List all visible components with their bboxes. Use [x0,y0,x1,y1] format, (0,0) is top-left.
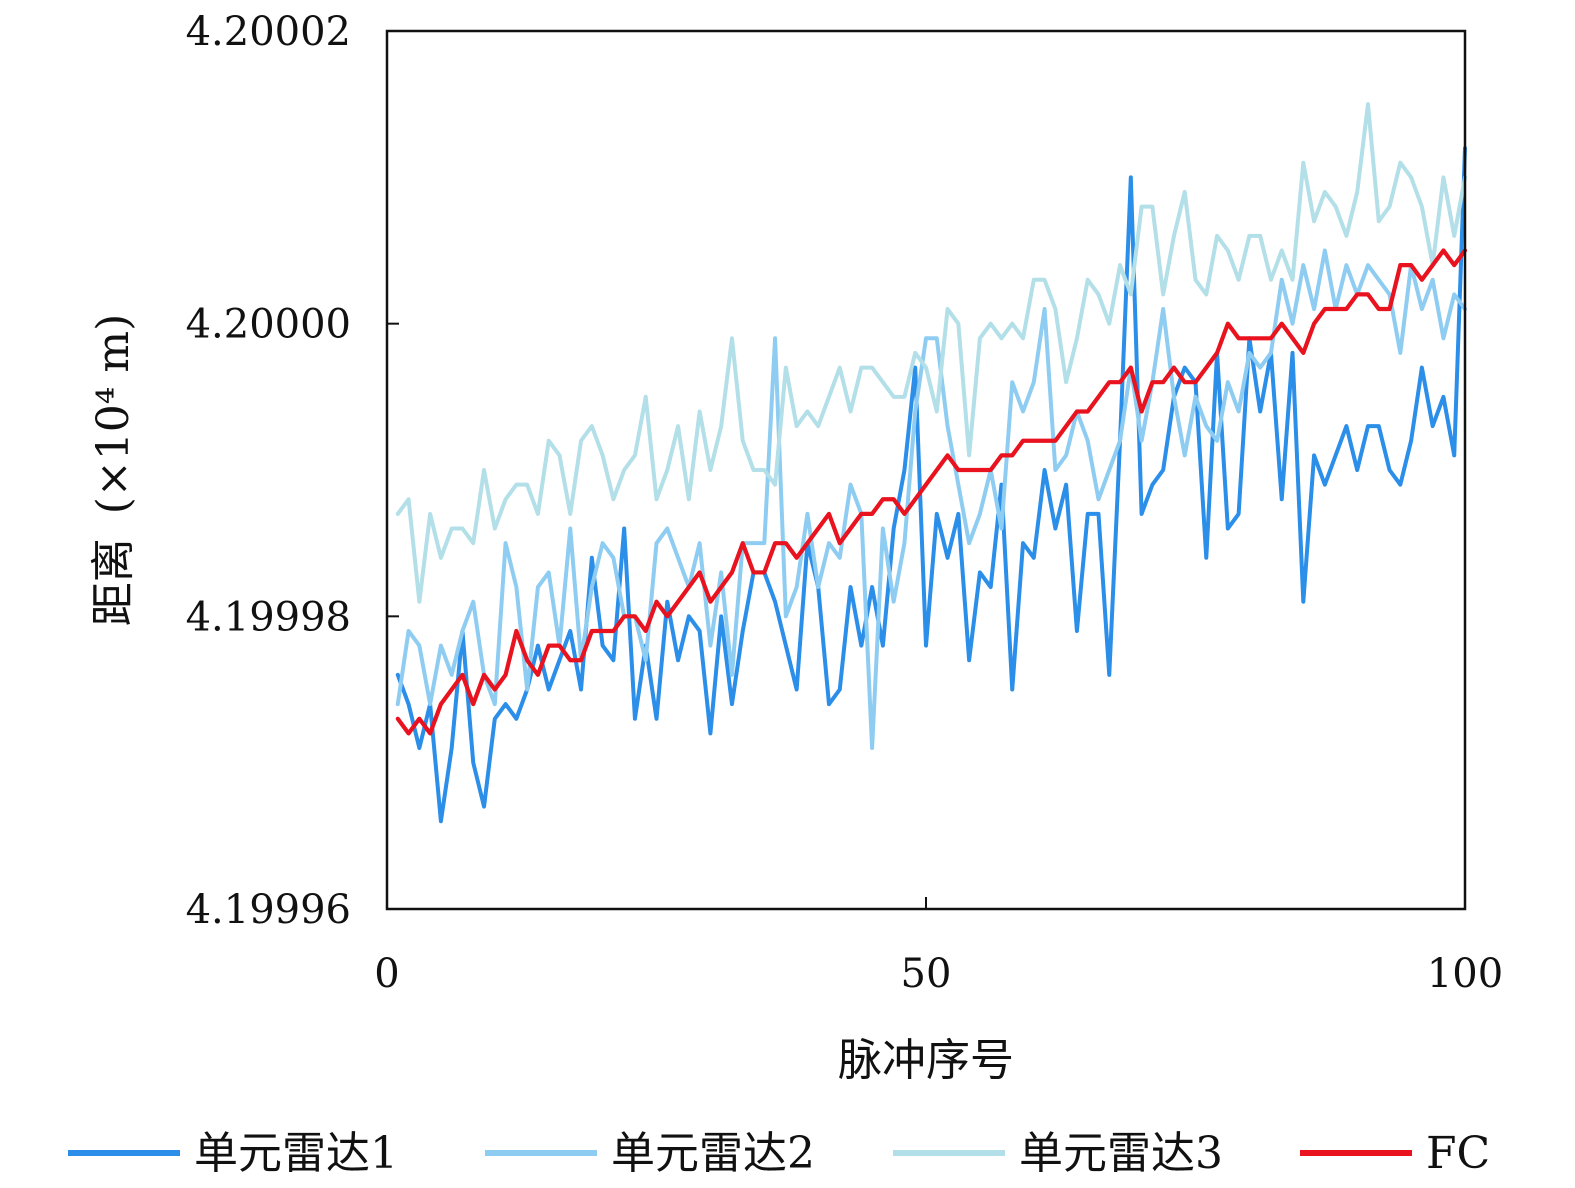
y-axis-title: 距离 (×10⁴ m) [88,314,139,627]
series-line-2 [395,248,1467,751]
series-line-1 [395,146,1467,824]
series-line-4 [395,248,1468,736]
y-tick-label: 4.19996 [186,887,351,933]
axis-ticks: 0 50 100 4.19996 4.19998 4.20000 4.20002 [186,9,1504,997]
legend-label-2: 单元雷达2 [611,1128,815,1179]
y-tick-label: 4.20002 [186,9,351,55]
series-layer [395,102,1468,824]
y-axis-unit: (×10⁴ m) [88,314,139,515]
y-axis-label: 距离 [88,538,139,626]
legend-label-4: FC [1426,1128,1490,1179]
x-tick-label: 0 [374,951,399,997]
series-line-3 [395,102,1467,604]
legend: 单元雷达1 单元雷达2 单元雷达3 FC [68,1128,1490,1179]
x-tick-label: 50 [901,951,952,997]
x-tick-label: 100 [1427,951,1503,997]
svg-text:距离 (×10⁴ m): 距离 (×10⁴ m) [88,314,139,627]
y-tick-label: 4.20000 [186,302,351,348]
y-tick-label: 4.19998 [186,594,351,640]
legend-label-3: 单元雷达3 [1019,1128,1223,1179]
legend-label-1: 单元雷达1 [194,1128,398,1179]
x-axis-title: 脉冲序号 [838,1035,1014,1086]
